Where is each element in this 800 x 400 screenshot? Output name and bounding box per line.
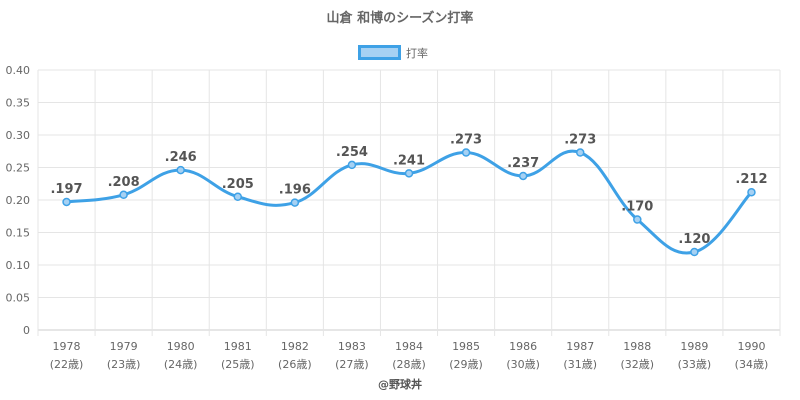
x-tick-label: 1983 (338, 340, 366, 353)
x-tick-sublabel: (22歳) (50, 358, 84, 371)
data-label: .120 (678, 232, 710, 247)
data-label: .205 (222, 177, 254, 192)
data-label: .197 (50, 182, 82, 197)
x-tick-sublabel: (33歳) (678, 358, 712, 371)
x-tick-label: 1981 (224, 340, 252, 353)
x-tick-sublabel: (34歳) (735, 358, 769, 371)
credit: @野球丼 (378, 377, 422, 391)
grid (37, 69, 781, 336)
y-tick-label: 0.35 (6, 97, 31, 110)
data-point (518, 171, 528, 181)
x-tick-label: 1985 (452, 340, 480, 353)
legend-swatch (358, 45, 401, 60)
x-tick-sublabel: (31歳) (563, 358, 597, 371)
x-tick-sublabel: (32歳) (621, 358, 655, 371)
data-point (747, 187, 756, 197)
y-tick-label: 0.30 (6, 129, 31, 142)
x-tick-sublabel: (25歳) (221, 358, 255, 371)
x-tick-label: 1979 (110, 340, 138, 353)
x-tick-sublabel: (29歳) (449, 358, 483, 371)
y-tick-label: 0.15 (6, 227, 31, 240)
data-point (62, 197, 71, 207)
data-point (633, 215, 642, 224)
data-point (690, 247, 699, 257)
data-label: .170 (621, 200, 653, 215)
x-tick-sublabel: (23歳) (107, 358, 141, 371)
data-label: .273 (564, 133, 596, 148)
data-point (233, 192, 243, 201)
data-label: .208 (108, 175, 140, 190)
y-axis-ticks: 0 0.05 0.10 0.15 0.20 0.25 0.30 0.35 0.40 (6, 64, 31, 337)
x-tick-sublabel: (27歳) (335, 358, 369, 371)
y-tick-label: 0.25 (6, 162, 31, 175)
x-tick-label: 1984 (395, 340, 423, 353)
x-tick-label: 1982 (281, 340, 309, 353)
data-point (404, 169, 414, 178)
data-label: .254 (336, 145, 368, 160)
y-tick-label: 0.20 (6, 194, 31, 207)
x-tick-label: 1986 (509, 340, 537, 353)
x-axis-ticks: 1978 (22歳) 1979 (23歳) 1980 (24歳) 1981 (25歳) 1982… (50, 340, 769, 371)
x-tick-sublabel: (24歳) (164, 358, 198, 371)
data-point (575, 148, 585, 157)
x-tick-label: 1978 (53, 340, 81, 353)
data-label: .196 (279, 183, 311, 198)
y-tick-label: 0 (23, 324, 30, 337)
x-tick-label: 1989 (680, 340, 708, 353)
data-label: .273 (450, 133, 482, 148)
data-point (461, 148, 471, 157)
x-tick-sublabel: (30歳) (506, 358, 540, 371)
x-tick-label: 1980 (167, 340, 195, 353)
x-tick-label: 1990 (737, 340, 765, 353)
x-tick-label: 1987 (566, 340, 594, 353)
y-tick-label: 0.10 (6, 259, 31, 272)
data-point (119, 190, 128, 200)
data-point (176, 165, 185, 175)
data-point (290, 198, 300, 207)
data-labels: .197 .208 .246 .205 .196 .254 .241 .273 .237 .273… (50, 133, 767, 247)
data-points (62, 148, 756, 257)
x-tick-sublabel: (28歳) (392, 358, 426, 371)
y-tick-label: 0.40 (6, 64, 31, 77)
x-tick-sublabel: (26歳) (278, 358, 312, 371)
chart-title: 山倉 和博のシーズン打率 (327, 10, 474, 26)
x-tick-label: 1988 (623, 340, 651, 353)
legend-label: 打率 (406, 46, 428, 60)
data-point (347, 160, 357, 170)
legend[interactable]: 打率 (358, 45, 429, 60)
data-label: .246 (165, 150, 197, 165)
data-label: .241 (393, 153, 425, 168)
data-label: .237 (507, 156, 539, 171)
data-label: .212 (735, 172, 767, 187)
y-tick-label: 0.05 (6, 292, 31, 305)
